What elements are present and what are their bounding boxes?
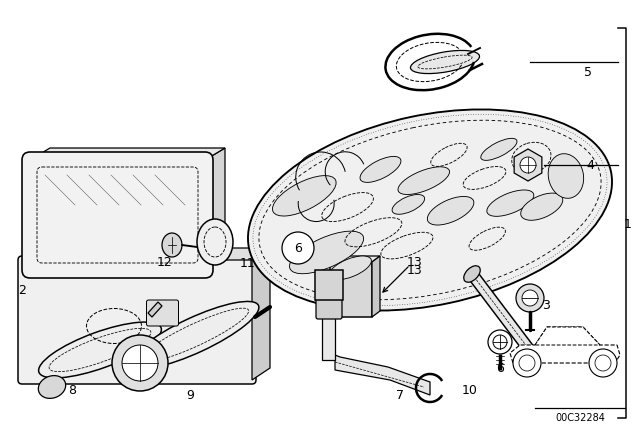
Text: 5: 5 <box>584 65 592 78</box>
Circle shape <box>516 284 544 312</box>
FancyBboxPatch shape <box>330 262 372 317</box>
Circle shape <box>282 232 314 264</box>
Polygon shape <box>148 302 162 317</box>
Polygon shape <box>252 248 270 380</box>
Ellipse shape <box>548 154 584 198</box>
FancyBboxPatch shape <box>18 256 256 384</box>
Circle shape <box>112 335 168 391</box>
Ellipse shape <box>410 51 479 73</box>
Circle shape <box>488 330 512 354</box>
Polygon shape <box>514 149 542 181</box>
Ellipse shape <box>162 233 182 257</box>
Ellipse shape <box>464 266 480 282</box>
Polygon shape <box>205 148 225 270</box>
Text: 12: 12 <box>157 255 173 268</box>
Polygon shape <box>535 327 600 345</box>
Circle shape <box>520 157 536 173</box>
FancyBboxPatch shape <box>22 152 213 278</box>
Text: 11: 11 <box>240 257 256 270</box>
Text: 10: 10 <box>462 383 478 396</box>
Polygon shape <box>372 256 380 317</box>
Text: 2: 2 <box>18 284 26 297</box>
Text: 8: 8 <box>68 383 76 396</box>
Ellipse shape <box>273 176 336 216</box>
Ellipse shape <box>131 302 259 369</box>
Ellipse shape <box>38 322 161 378</box>
Ellipse shape <box>428 196 474 225</box>
Text: 9: 9 <box>186 388 194 401</box>
Ellipse shape <box>360 156 401 182</box>
Ellipse shape <box>197 219 233 265</box>
Ellipse shape <box>329 256 371 280</box>
Polygon shape <box>468 270 538 360</box>
Circle shape <box>513 349 541 377</box>
Polygon shape <box>30 148 225 160</box>
FancyBboxPatch shape <box>315 270 343 300</box>
Text: 3: 3 <box>542 298 550 311</box>
Ellipse shape <box>398 167 449 194</box>
Text: 4: 4 <box>586 159 594 172</box>
Text: 7: 7 <box>396 388 404 401</box>
Text: 1: 1 <box>624 217 632 231</box>
Polygon shape <box>335 355 430 395</box>
Text: 13: 13 <box>407 263 423 276</box>
Polygon shape <box>330 256 380 262</box>
FancyBboxPatch shape <box>147 300 179 326</box>
Polygon shape <box>510 327 620 363</box>
Ellipse shape <box>248 109 612 310</box>
Ellipse shape <box>289 231 364 274</box>
Ellipse shape <box>525 348 542 364</box>
Text: 6: 6 <box>496 362 504 375</box>
Polygon shape <box>322 300 335 360</box>
Ellipse shape <box>487 190 534 216</box>
Ellipse shape <box>521 193 563 220</box>
Ellipse shape <box>392 194 424 214</box>
Circle shape <box>589 349 617 377</box>
Circle shape <box>522 290 538 306</box>
FancyBboxPatch shape <box>316 293 342 319</box>
Ellipse shape <box>38 375 66 398</box>
Ellipse shape <box>481 138 517 160</box>
Text: 6: 6 <box>294 241 302 254</box>
Circle shape <box>122 345 158 381</box>
Polygon shape <box>22 248 270 260</box>
Text: 00C32284: 00C32284 <box>555 413 605 423</box>
Text: 13: 13 <box>407 255 423 268</box>
